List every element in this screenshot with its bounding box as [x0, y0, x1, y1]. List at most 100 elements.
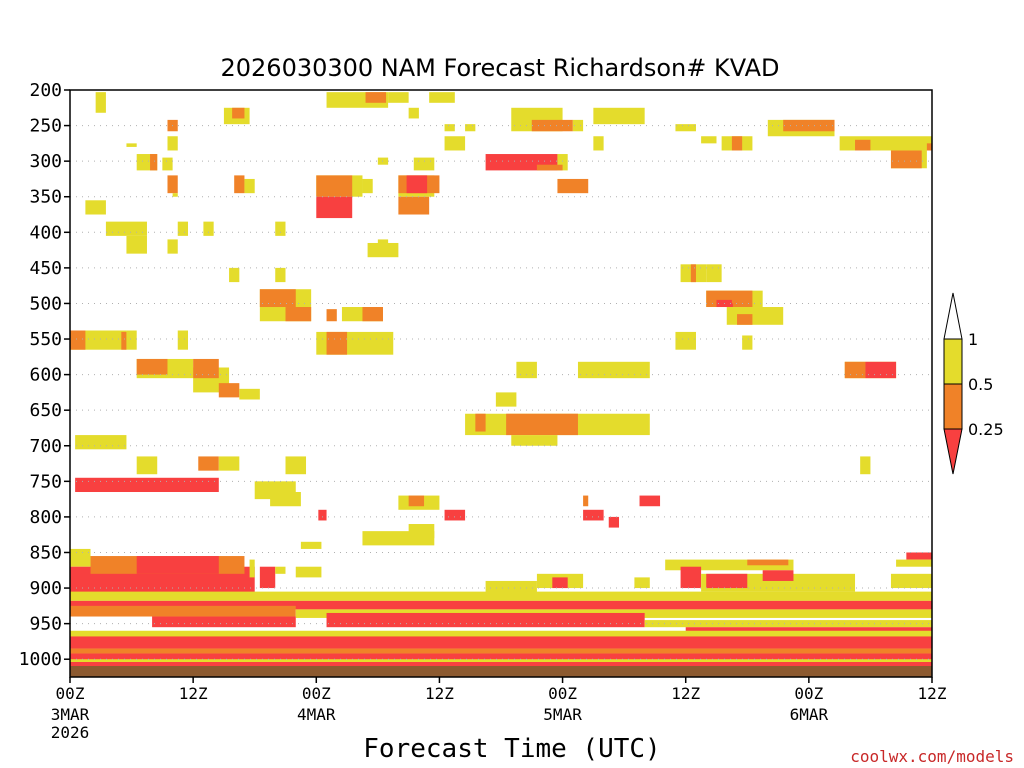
ri-cell-o	[890, 150, 922, 169]
ri-cell-o	[259, 289, 296, 308]
ri-cell-o	[326, 309, 337, 322]
ri-cell-y	[839, 136, 932, 151]
ri-cell-r	[762, 570, 794, 581]
ri-cell-y	[229, 267, 240, 283]
ri-cell-y	[408, 524, 435, 539]
legend-swatch	[943, 292, 963, 340]
ri-cell-o	[232, 107, 245, 119]
x-tick-label: 00Z	[548, 684, 577, 703]
x-tick-label: 12Z	[918, 684, 947, 703]
ground-band	[70, 666, 932, 677]
ri-cell-r	[444, 509, 466, 521]
ri-cell-y	[177, 221, 189, 236]
ri-cell-y	[644, 620, 932, 628]
ri-cell-y	[136, 456, 158, 475]
ri-cell-r	[326, 612, 645, 628]
y-tick-label: 550	[29, 329, 62, 350]
y-tick-label: 950	[29, 614, 62, 635]
ri-cell-o	[583, 495, 589, 507]
ri-cell-y	[162, 157, 173, 171]
ri-cell-r	[552, 577, 568, 589]
ri-cell-y	[516, 361, 537, 379]
ri-cell-y	[75, 435, 127, 450]
ri-cell-y	[634, 577, 650, 589]
ri-cell-r	[406, 175, 428, 194]
ri-cell-y	[896, 559, 932, 567]
ri-cell-r	[724, 303, 733, 308]
ri-cell-o	[737, 314, 753, 325]
ri-cell-o	[150, 154, 158, 171]
ri-cell-y	[444, 124, 455, 132]
ri-cell-y	[465, 124, 476, 132]
ri-cell-o	[70, 330, 86, 350]
ri-cell-y	[388, 92, 409, 103]
ri-cell-y	[557, 154, 568, 171]
y-tick-label: 850	[29, 542, 62, 563]
ri-cell-y	[85, 200, 106, 215]
ri-cell-y	[239, 388, 260, 400]
y-tick-label: 750	[29, 471, 62, 492]
ri-cell-y	[95, 92, 106, 113]
ri-cell-y	[300, 541, 322, 549]
ri-cell-y	[70, 548, 91, 567]
ri-cell-r	[639, 495, 661, 507]
ri-cell-y	[244, 178, 255, 194]
ri-cell-r	[152, 616, 296, 628]
ri-cell-y	[275, 221, 286, 236]
ri-cell-o	[234, 175, 245, 194]
ri-cell-o	[475, 413, 486, 432]
ri-cell-r	[259, 566, 276, 589]
ri-cell-y	[706, 264, 722, 283]
ri-cell-o	[198, 456, 219, 471]
ri-cell-y	[126, 330, 137, 350]
ri-cell-y	[665, 559, 794, 571]
x-tick-sublabel: 6MAR	[790, 705, 829, 724]
y-tick-label: 1000	[19, 649, 62, 670]
ri-cell-y	[362, 178, 373, 194]
x-tick-sublabel: 4MAR	[297, 705, 336, 724]
ri-cell-y	[577, 361, 650, 379]
ri-cell-y	[675, 124, 696, 132]
x-tick-label: 00Z	[302, 684, 331, 703]
ri-cell-o	[285, 307, 312, 322]
ri-cell-o	[136, 358, 168, 375]
ri-cell-y	[275, 267, 286, 283]
x-tick-label: 12Z	[671, 684, 700, 703]
y-tick-label: 650	[29, 400, 62, 421]
legend-swatch	[943, 338, 963, 385]
ri-cell-y	[70, 630, 932, 638]
ri-cell-y	[203, 221, 214, 236]
ri-cell-y	[126, 143, 137, 147]
ri-cell-y	[285, 456, 307, 475]
ri-cell-y	[249, 559, 255, 578]
x-tick-label: 12Z	[425, 684, 454, 703]
chart-title: 2026030300 NAM Forecast Richardson# KVAD	[220, 54, 779, 82]
ground-layer	[70, 666, 932, 677]
y-axis: 200 250 300 350 400 450 500 550 600 650 700 750 800 8…	[19, 80, 70, 670]
plot-frame	[69, 89, 933, 678]
ri-cell-o	[408, 495, 425, 507]
ri-cell-o	[690, 264, 696, 283]
ri-cell-y	[890, 573, 932, 589]
ri-cell-y	[270, 492, 301, 507]
ri-cell-y	[726, 307, 784, 325]
ri-cell-o	[365, 92, 387, 103]
legend-swatch	[943, 428, 963, 475]
ri-cell-o	[326, 331, 348, 355]
x-tick-label: 12Z	[179, 684, 208, 703]
ri-cell-o	[70, 648, 932, 654]
ri-cell-y	[172, 193, 178, 197]
ri-cell-y	[701, 136, 717, 144]
x-tick-sublabel: 3MAR	[51, 705, 90, 724]
ri-cell-r	[316, 196, 353, 219]
x-axis-label: Forecast Time (UTC)	[363, 734, 660, 764]
ri-cell-r	[706, 573, 748, 589]
ri-cell-y	[511, 435, 558, 446]
ri-cell-o	[167, 175, 178, 194]
ri-cell-o	[506, 413, 578, 436]
ri-cell-y	[495, 392, 517, 407]
y-tick-label: 350	[29, 187, 62, 208]
ri-cell-r	[136, 556, 219, 574]
